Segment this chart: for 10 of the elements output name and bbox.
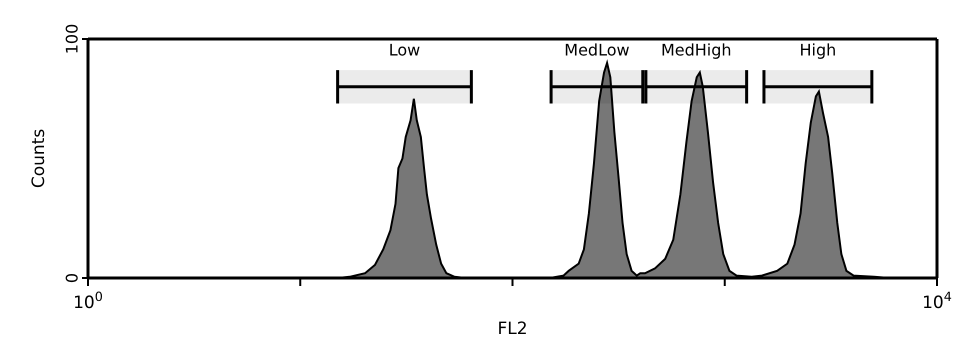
band-label: MedHigh [660,40,732,60]
y-tick-label: 100 [62,24,82,54]
band-label: MedLow [564,40,630,60]
band-label: High [800,40,836,60]
x-axis-title: FL2 [497,319,528,339]
y-tick-label: 0 [62,272,82,284]
x-tick-label: 10$^{4}$ [922,290,952,313]
y-axis-title: Counts [29,128,50,188]
x-tick-label: 10$^{0}$ [73,290,103,313]
band-label: Low [388,40,420,60]
